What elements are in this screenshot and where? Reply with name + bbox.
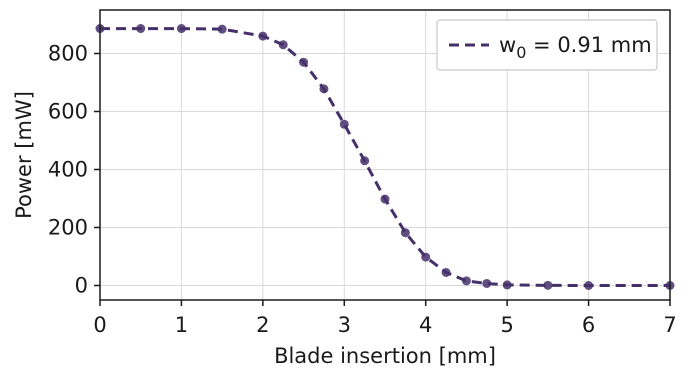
x-axis: 0 1 2 3 4 5 6 7: [93, 300, 677, 337]
data-point: [136, 24, 146, 34]
data-point: [482, 278, 492, 288]
y-tick-label: 400: [48, 158, 88, 182]
y-tick-label: 200: [48, 216, 88, 240]
data-point: [502, 280, 512, 290]
legend-box: [436, 19, 658, 71]
data-point: [217, 24, 227, 34]
data-point: [584, 281, 594, 290]
y-tick-label: 0: [75, 274, 88, 298]
y-axis: 0 200 400 600 800: [48, 42, 100, 298]
data-point: [360, 156, 370, 166]
legend-entry-label: w0 = 0.91 mm: [499, 33, 652, 62]
legend-label-main: w: [499, 33, 516, 57]
data-point: [380, 194, 390, 204]
plot-frame: [99, 9, 671, 301]
data-point: [421, 252, 431, 262]
x-tick-label: 7: [663, 313, 676, 337]
data-point: [278, 40, 288, 50]
legend-label-subscript: 0: [516, 43, 526, 62]
data-point: [319, 84, 329, 94]
data-point: [339, 119, 349, 129]
data-point: [461, 276, 471, 286]
data-point: [543, 280, 553, 290]
legend: w0 = 0.91 mm: [436, 19, 658, 71]
x-tick-label: 6: [582, 313, 595, 337]
x-tick-label: 1: [175, 313, 188, 337]
x-tick-label: 3: [338, 313, 351, 337]
data-point: [441, 267, 451, 277]
x-tick-label: 4: [419, 313, 432, 337]
y-tick-label: 600: [48, 100, 88, 124]
x-tick-label: 2: [256, 313, 269, 337]
data-point: [258, 31, 268, 41]
x-tick-label: 5: [500, 313, 513, 337]
y-axis-title: Power [mW]: [12, 91, 36, 219]
x-tick-label: 0: [93, 313, 106, 337]
data-point: [400, 228, 410, 238]
data-point: [299, 57, 309, 67]
y-tick-label: 800: [48, 42, 88, 66]
legend-label-rest: = 0.91 mm: [526, 33, 651, 57]
data-point: [176, 24, 186, 34]
x-axis-title: Blade insertion [mm]: [274, 344, 496, 368]
